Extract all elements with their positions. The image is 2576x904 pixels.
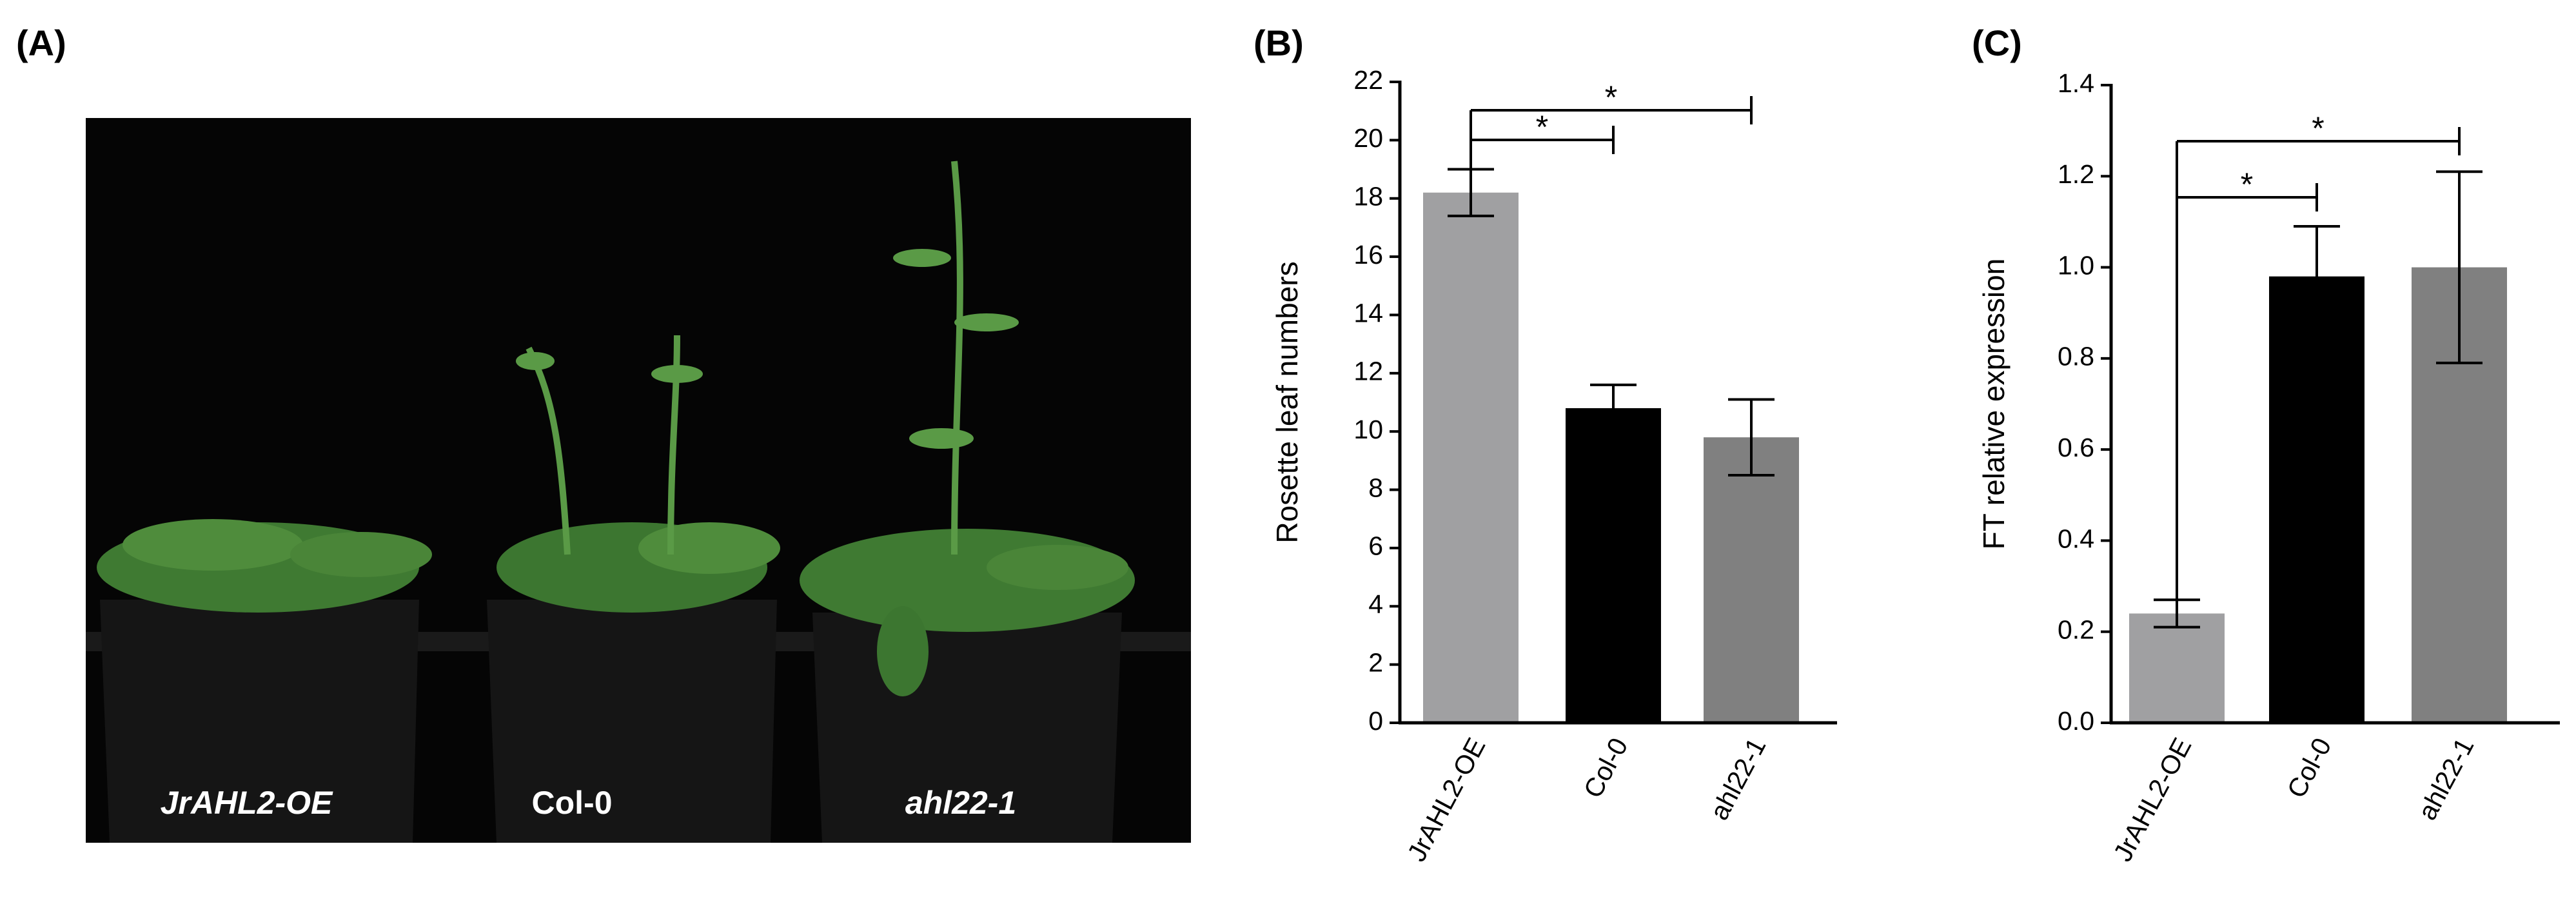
y-axis-label: FT relative expression — [1977, 259, 2011, 550]
y-tick-label: 10 — [1353, 415, 1383, 444]
error-bar — [2436, 170, 2483, 364]
y-tick-label: 18 — [1353, 182, 1383, 211]
y-tick-label: 2 — [1368, 647, 1383, 677]
y-tick-label: 12 — [1353, 357, 1383, 386]
significance-mark: * — [2241, 166, 2253, 202]
y-tick-label: 1.2 — [2058, 159, 2094, 189]
x-tick-label: ahl22-1 — [1704, 733, 1772, 825]
x-tick-label: JrAHL2-OE — [2107, 733, 2197, 867]
y-tick-label: 0 — [1368, 706, 1383, 736]
y-tick-label: 1.4 — [2058, 68, 2094, 98]
panel-label: (A) — [16, 23, 66, 63]
y-tick-label: 22 — [1353, 65, 1383, 95]
error-bar — [2294, 224, 2340, 328]
panel-label: (B) — [1254, 23, 1304, 63]
y-tick-label: 14 — [1353, 298, 1383, 328]
y-tick-label: 6 — [1368, 531, 1383, 561]
photo-label: JrAHL2-OE — [161, 785, 333, 821]
photo-label: ahl22-1 — [905, 785, 1016, 821]
significance-mark: * — [1536, 109, 1548, 145]
y-tick-label: 4 — [1368, 589, 1383, 619]
panel-label: (C) — [1972, 23, 2022, 63]
y-tick-label: 20 — [1353, 123, 1383, 153]
significance-mark: * — [2312, 110, 2324, 146]
x-tick-label: Col-0 — [1578, 733, 1634, 803]
y-tick-label: 0.0 — [2058, 706, 2094, 736]
y-tick-label: 0.4 — [2058, 524, 2094, 553]
x-tick-label: JrAHL2-OE — [1401, 733, 1491, 867]
y-tick-label: 0.8 — [2058, 342, 2094, 371]
bar — [2129, 613, 2225, 723]
y-axis-label: Rosette leaf numbers — [1270, 261, 1304, 543]
y-tick-label: 16 — [1353, 240, 1383, 270]
y-tick-label: 8 — [1368, 473, 1383, 502]
bar — [1704, 437, 1799, 723]
y-tick-label: 0.2 — [2058, 615, 2094, 645]
bar — [1566, 408, 1661, 723]
photo — [86, 118, 1191, 843]
error-bar — [1590, 383, 1637, 433]
x-tick-label: ahl22-1 — [2412, 733, 2480, 825]
bar — [2269, 276, 2365, 723]
y-tick-label: 0.6 — [2058, 433, 2094, 462]
x-tick-label: Col-0 — [2281, 733, 2337, 803]
bar — [1423, 192, 1519, 723]
y-tick-label: 1.0 — [2058, 250, 2094, 280]
photo-label: Col-0 — [532, 785, 613, 821]
significance-mark: * — [1605, 79, 1617, 115]
error-bar — [1728, 398, 1775, 477]
